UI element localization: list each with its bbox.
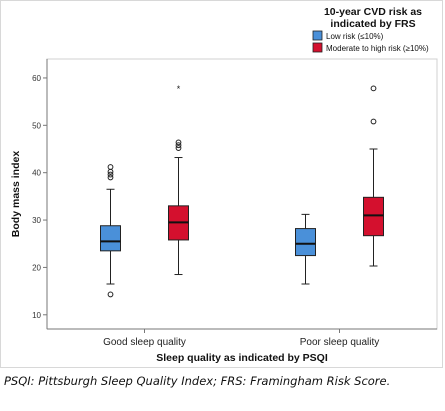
box-iqr bbox=[363, 196, 384, 237]
legend-title-line: indicated by FRS bbox=[330, 18, 415, 30]
chart-frame: 10 20 30 40 50 60 Good sleep quality Poor slee… bbox=[0, 0, 443, 368]
legend-label: Low risk (≤10%) bbox=[326, 32, 384, 41]
legend-swatch bbox=[312, 42, 323, 53]
y-tick-label: 60 bbox=[32, 74, 41, 83]
y-tick-label: 10 bbox=[32, 311, 41, 320]
outlier-point bbox=[175, 142, 182, 149]
x-category-label: Good sleep quality bbox=[103, 337, 186, 348]
outlier-point bbox=[370, 85, 377, 92]
outlier-point bbox=[107, 174, 114, 181]
y-tick-label: 40 bbox=[32, 169, 41, 178]
plot-border bbox=[46, 58, 438, 330]
figure-caption: PSQI: Pittsburgh Sleep Quality Index; FR… bbox=[4, 374, 391, 388]
y-tick-label: 20 bbox=[32, 263, 41, 272]
box-group: * bbox=[168, 84, 189, 276]
box-iqr bbox=[100, 225, 121, 252]
boxes-layer: * bbox=[100, 84, 384, 298]
plot-area bbox=[46, 58, 438, 330]
x-axis: Good sleep quality Poor sleep quality bbox=[103, 329, 379, 348]
box-group bbox=[363, 85, 384, 267]
y-axis: 10 20 30 40 50 60 bbox=[32, 74, 47, 320]
legend-title-line: 10-year CVD risk as bbox=[324, 6, 422, 18]
box-iqr bbox=[295, 228, 316, 257]
box-group bbox=[100, 164, 121, 298]
outlier-point bbox=[107, 291, 114, 298]
outlier-point bbox=[175, 139, 182, 146]
legend-swatch bbox=[312, 30, 323, 41]
outlier-point bbox=[107, 171, 114, 178]
x-category-label: Poor sleep quality bbox=[300, 337, 380, 348]
y-tick-label: 30 bbox=[32, 216, 41, 225]
outlier-point bbox=[107, 164, 114, 170]
boxplot-chart: 10 20 30 40 50 60 Good sleep quality Poor slee… bbox=[10, 6, 438, 364]
y-tick-label: 50 bbox=[32, 121, 41, 130]
x-axis-label: Sleep quality as indicated by PSQI bbox=[156, 352, 328, 364]
outlier-point bbox=[370, 118, 377, 125]
box-group bbox=[295, 213, 316, 285]
legend-label: Moderate to high risk (≥10%) bbox=[326, 44, 429, 53]
y-axis-label: Body mass index bbox=[10, 151, 22, 238]
extreme-point: * bbox=[177, 84, 181, 94]
outlier-point bbox=[175, 145, 182, 151]
